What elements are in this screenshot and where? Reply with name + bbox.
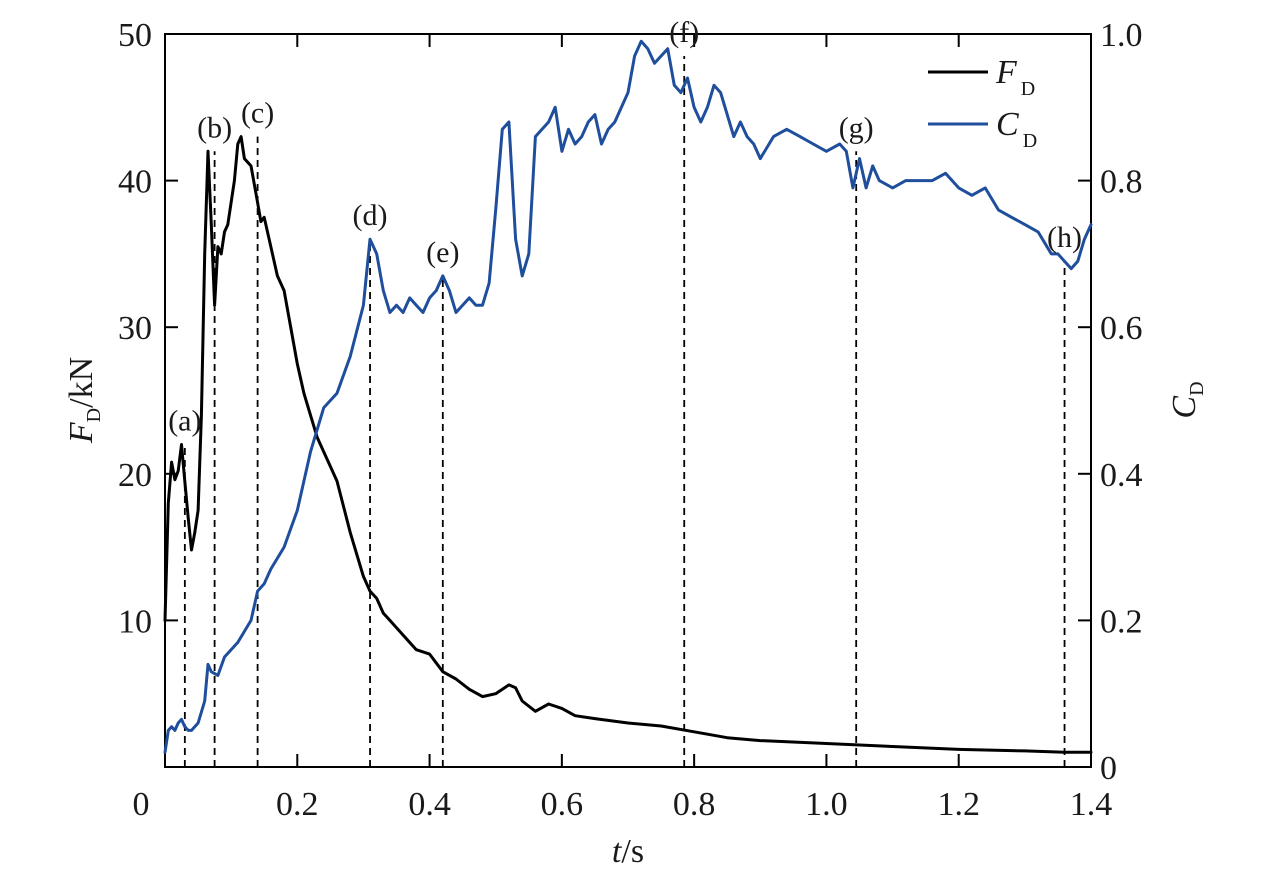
event-annotations: (a) (b) (c) (d) (e) (f) (g) (h) [168,16,1082,437]
y-left-axis-ticks: 10 20 30 40 50 [118,17,178,640]
event-label: (h) [1047,221,1082,254]
series-layer [163,39,1093,754]
x-tick-label: 0.6 [541,786,584,823]
y-left-tick-label: 10 [118,603,152,640]
y-right-axis-label-group: CD [1166,381,1208,418]
y-left-var: F [63,421,100,444]
x-tick-label: 0 [133,786,150,823]
event-lines [183,55,1066,767]
y-left-tick-label: 50 [118,17,152,54]
x-tick-label: 0.8 [673,786,716,823]
x-tick-label: 1.2 [937,786,980,823]
y-left-axis-label-group: FD/kN [63,357,105,444]
series-line-c-d [163,39,1093,754]
y-left-axis-label: FD/kN [63,357,105,444]
y-right-axis-ticks: 0 0.2 0.4 0.6 0.8 1.0 [1078,17,1143,787]
x-tick-label: 1.4 [1070,786,1113,823]
plot-frame [164,33,1092,768]
x-tick-label: 1.0 [805,786,848,823]
x-axis-label: t/s [612,833,644,870]
y-left-tick-label: 20 [118,457,152,494]
y-right-tick-label: 0.4 [1100,457,1143,494]
y-right-tick-label: 0 [1100,750,1117,787]
y-right-var: C [1166,396,1203,419]
x-tick-label: 0.4 [408,786,451,823]
y-right-tick-label: 0.6 [1100,310,1143,347]
event-label: (f) [669,16,699,49]
y-left-tick-label: 30 [118,310,152,347]
y-left-unit: /kN [63,357,100,408]
y-right-tick-label: 0.8 [1100,164,1143,201]
legend: F D C D [928,54,1037,152]
y-right-sub: D [1186,381,1208,395]
event-label: (d) [353,199,388,232]
y-right-axis-label: CD [1166,381,1208,418]
y-left-sub: D [83,408,105,422]
series-line-f-d [163,135,1093,754]
event-label: (g) [839,111,874,144]
y-left-tick-label: 40 [118,164,152,201]
x-tick-label: 0.2 [276,786,319,823]
y-right-tick-label: 1.0 [1100,17,1143,54]
event-label: (a) [168,404,201,437]
event-label: (b) [197,111,232,144]
x-axis-var: t [612,833,623,870]
event-label: (c) [241,97,274,130]
event-label: (e) [426,236,459,269]
x-axis-unit: /s [621,833,644,870]
x-axis-ticks: 0 0.2 0.4 0.6 0.8 1.0 1.2 1.4 [133,34,1113,823]
y-right-tick-label: 0.2 [1100,603,1143,640]
